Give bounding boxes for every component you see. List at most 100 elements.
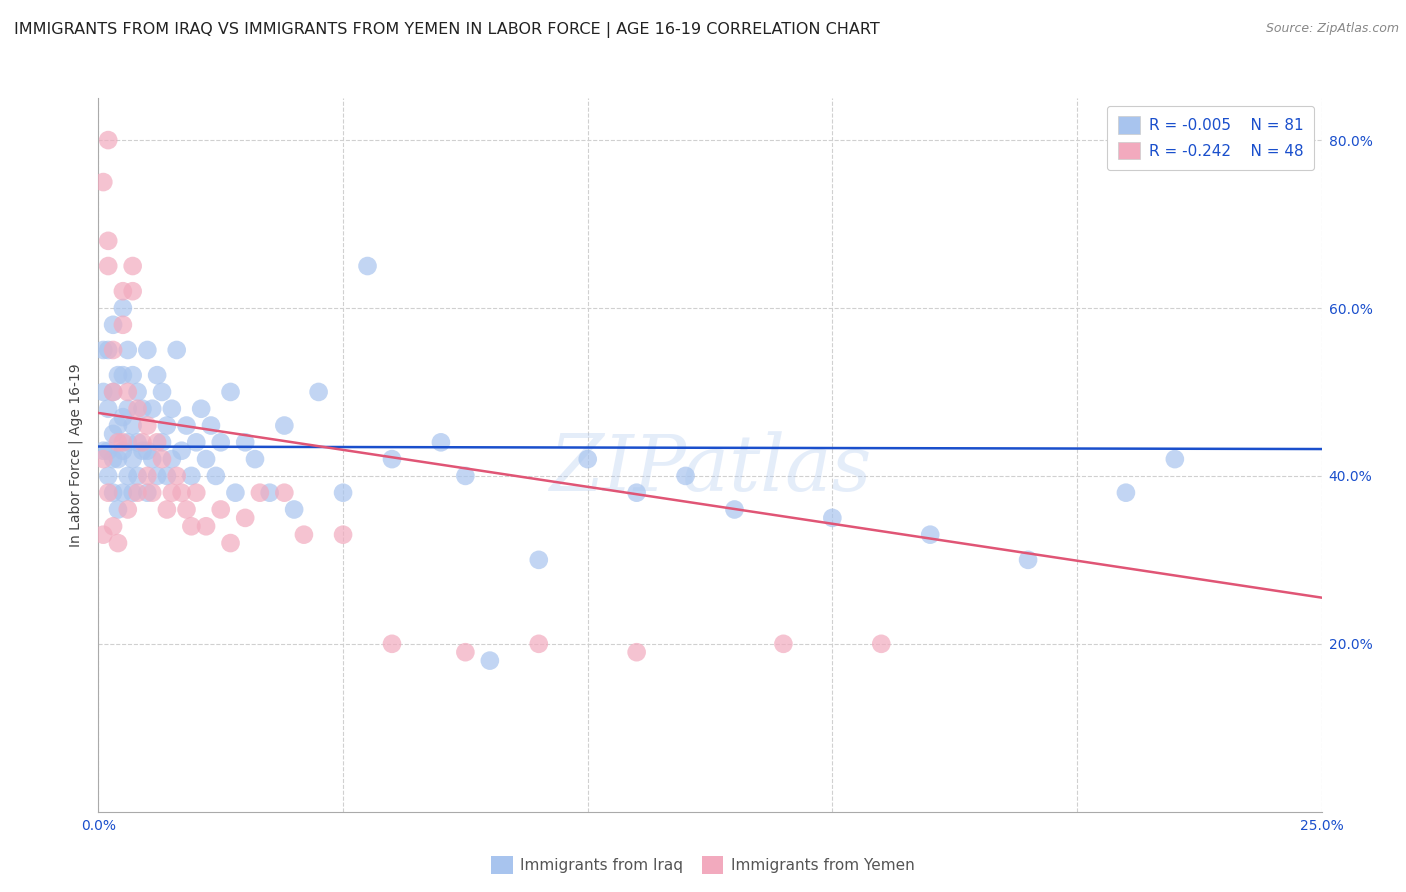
Point [156, 502, 179, 516]
Point [117, 469, 139, 483]
Point [209, 502, 232, 516]
Point [117, 384, 139, 399]
Point [131, 401, 153, 416]
Point [121, 452, 143, 467]
Point [111, 410, 134, 425]
Point [292, 527, 315, 541]
Point [136, 469, 159, 483]
Point [527, 553, 550, 567]
Point [107, 452, 129, 467]
Point [723, 502, 745, 516]
Point [117, 502, 139, 516]
Point [101, 485, 124, 500]
Point [150, 384, 173, 399]
Point [675, 469, 697, 483]
Point [626, 485, 648, 500]
Point [381, 452, 404, 467]
Point [273, 485, 295, 500]
Point [1115, 485, 1137, 500]
Point [136, 485, 159, 500]
Point [107, 418, 129, 433]
Point [91, 384, 114, 399]
Point [97, 343, 120, 357]
Point [190, 401, 212, 416]
Point [121, 368, 143, 383]
Point [101, 384, 124, 399]
Point [920, 527, 942, 541]
Point [91, 527, 114, 541]
Point [195, 519, 218, 533]
Point [821, 511, 844, 525]
Point [117, 343, 139, 357]
Point [97, 401, 120, 416]
Point [121, 418, 143, 433]
Point [219, 384, 242, 399]
Point [121, 485, 143, 500]
Point [127, 435, 149, 450]
Point [170, 443, 193, 458]
Point [224, 485, 246, 500]
Point [186, 485, 208, 500]
Point [101, 384, 124, 399]
Point [233, 435, 256, 450]
Point [101, 318, 124, 332]
Point [97, 469, 120, 483]
Point [332, 527, 354, 541]
Point [160, 452, 183, 467]
Point [1017, 553, 1039, 567]
Point [141, 485, 163, 500]
Point [180, 469, 202, 483]
Point [127, 485, 149, 500]
Point [160, 401, 183, 416]
Point [195, 452, 218, 467]
Point [111, 301, 134, 315]
Point [176, 418, 198, 433]
Point [97, 259, 120, 273]
Point [107, 435, 129, 450]
Point [430, 435, 453, 450]
Point [146, 368, 169, 383]
Point [249, 485, 271, 500]
Point [91, 343, 114, 357]
Point [273, 418, 295, 433]
Legend: R = -0.005    N = 81, R = -0.242    N = 48: R = -0.005 N = 81, R = -0.242 N = 48 [1108, 106, 1315, 170]
Text: ZIPatlas: ZIPatlas [548, 431, 872, 508]
Point [870, 637, 893, 651]
Point [136, 418, 159, 433]
Point [97, 234, 120, 248]
Point [131, 435, 153, 450]
Point [107, 368, 129, 383]
Point [166, 469, 188, 483]
Point [141, 452, 163, 467]
Point [209, 435, 232, 450]
Point [111, 443, 134, 458]
Point [186, 435, 208, 450]
Point [160, 485, 183, 500]
Point [136, 443, 159, 458]
Point [101, 519, 124, 533]
Point [146, 469, 169, 483]
Legend: Immigrants from Iraq, Immigrants from Yemen: Immigrants from Iraq, Immigrants from Ye… [485, 850, 921, 880]
Point [454, 469, 477, 483]
Point [356, 259, 378, 273]
Text: Source: ZipAtlas.com: Source: ZipAtlas.com [1265, 22, 1399, 36]
Point [146, 435, 169, 450]
Point [91, 175, 114, 189]
Y-axis label: In Labor Force | Age 16-19: In Labor Force | Age 16-19 [69, 363, 83, 547]
Point [127, 384, 149, 399]
Point [127, 401, 149, 416]
Point [141, 401, 163, 416]
Point [121, 259, 143, 273]
Point [332, 485, 354, 500]
Point [156, 418, 179, 433]
Point [176, 502, 198, 516]
Point [91, 452, 114, 467]
Point [576, 452, 599, 467]
Point [259, 485, 281, 500]
Point [454, 645, 477, 659]
Point [111, 368, 134, 383]
Point [111, 485, 134, 500]
Point [117, 435, 139, 450]
Point [170, 485, 193, 500]
Point [200, 418, 222, 433]
